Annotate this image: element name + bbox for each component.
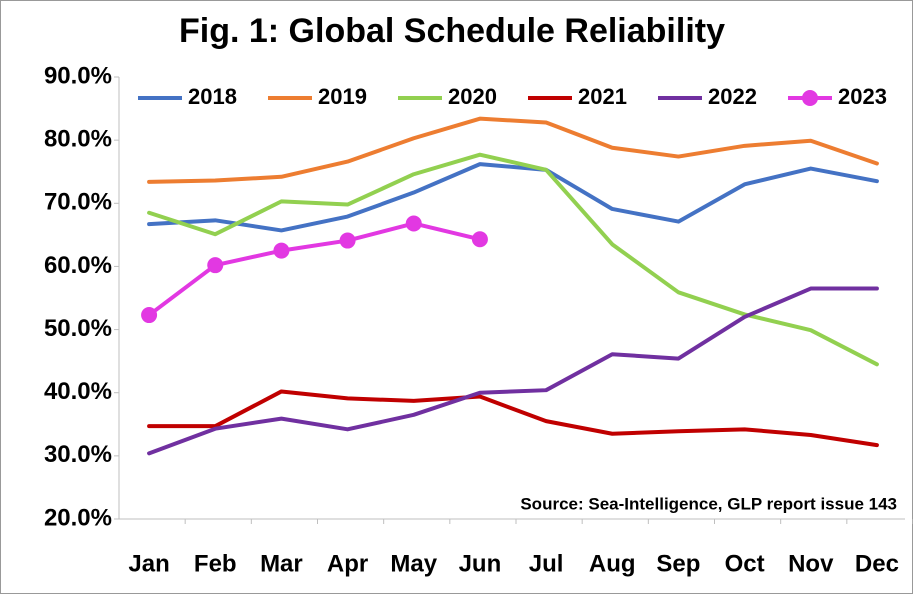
x-tick-label: Jul [529, 550, 564, 577]
series-line [147, 152, 879, 367]
series-marker [339, 232, 356, 249]
x-tick-label: Mar [260, 550, 303, 577]
legend-marker [802, 90, 818, 106]
y-tick-label: 30.0% [44, 441, 112, 468]
legend-label: 2023 [838, 84, 887, 109]
series-marker [471, 231, 488, 248]
x-tick-label: Feb [194, 550, 237, 577]
y-tick-label: 60.0% [44, 252, 112, 279]
series-marker [207, 257, 224, 274]
chart-title: Fig. 1: Global Schedule Reliability [179, 12, 725, 50]
series-line [147, 116, 879, 184]
x-tick-label: Nov [788, 550, 834, 577]
series-line [147, 221, 482, 318]
y-tick-label: 90.0% [44, 62, 112, 89]
series-marker [405, 215, 422, 232]
x-tick-label: Jun [459, 550, 502, 577]
legend-label: 2019 [318, 84, 367, 109]
series-marker [273, 242, 290, 259]
legend-label: 2018 [188, 84, 237, 109]
x-tick-label: Oct [725, 550, 765, 577]
y-tick-label: 70.0% [44, 189, 112, 216]
y-tick-label: 40.0% [44, 378, 112, 405]
series-line [147, 162, 879, 233]
x-tick-label: Apr [327, 550, 368, 577]
legend-label: 2021 [578, 84, 627, 109]
series-line [147, 286, 879, 456]
x-tick-label: Jan [128, 550, 169, 577]
y-tick-label: 50.0% [44, 315, 112, 342]
x-tick-label: May [390, 550, 437, 577]
y-tick-label: 80.0% [44, 125, 112, 152]
x-tick-label: Sep [656, 550, 700, 577]
series-line [147, 389, 879, 448]
legend-label: 2022 [708, 84, 757, 109]
x-tick-label: Dec [855, 550, 899, 577]
y-tick-label: 20.0% [44, 504, 112, 531]
series-marker [141, 307, 158, 324]
x-tick-label: Aug [589, 550, 636, 577]
legend-label: 2020 [448, 84, 497, 109]
source-note: Source: Sea-Intelligence, GLP report iss… [520, 494, 897, 513]
